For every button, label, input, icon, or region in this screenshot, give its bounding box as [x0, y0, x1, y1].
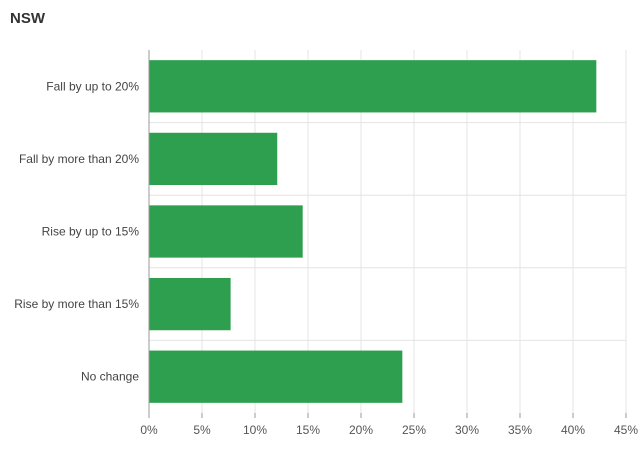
x-tick-label: 30% [455, 423, 479, 437]
x-tick-label: 45% [614, 423, 638, 437]
category-label: Fall by more than 20% [19, 152, 139, 166]
bar [149, 277, 231, 331]
bar [149, 132, 278, 186]
x-tick-label: 10% [243, 423, 267, 437]
x-tick-label: 0% [140, 423, 158, 437]
bar [149, 205, 303, 258]
x-tick-label: 40% [561, 423, 585, 437]
chart-title: NSW [10, 10, 45, 27]
bar [149, 60, 597, 113]
category-label: Rise by more than 15% [14, 297, 139, 311]
x-tick-label: 25% [402, 423, 426, 437]
bars [149, 60, 597, 403]
category-labels: Fall by up to 20% Fall by more than 20% Ri… [14, 79, 139, 383]
bar [149, 350, 403, 403]
x-tick-label: 5% [193, 423, 211, 437]
category-label: No change [81, 370, 139, 384]
x-tick-label: 15% [296, 423, 320, 437]
axes [148, 50, 627, 418]
category-label: Fall by up to 20% [46, 79, 139, 93]
x-tick-label: 20% [349, 423, 373, 437]
x-tick-label: 35% [508, 423, 532, 437]
x-tick-labels: 0% 5% 10% 15% 20% 25% 30% 35% 40% 45% [140, 423, 638, 437]
category-label: Rise by up to 15% [42, 225, 140, 239]
